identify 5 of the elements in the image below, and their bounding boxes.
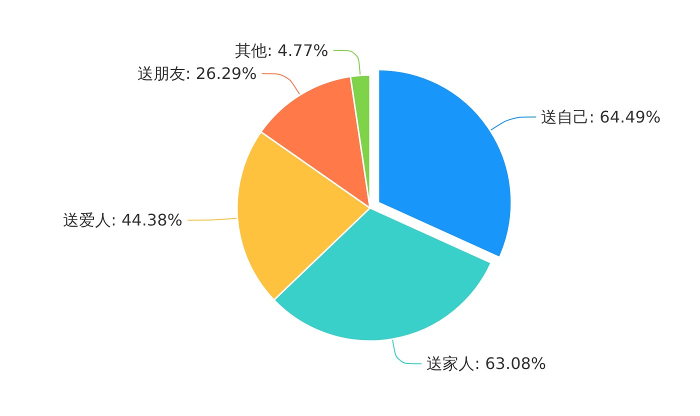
slice-label: 送爱人: 44.38% [62, 210, 182, 230]
slice-label: 送自己: 64.49% [541, 107, 661, 126]
slice-label: 其他: 4.77% [235, 40, 328, 60]
slice-label: 送朋友: 26.29% [137, 64, 257, 84]
slice-label: 送家人: 63.08% [426, 354, 546, 374]
